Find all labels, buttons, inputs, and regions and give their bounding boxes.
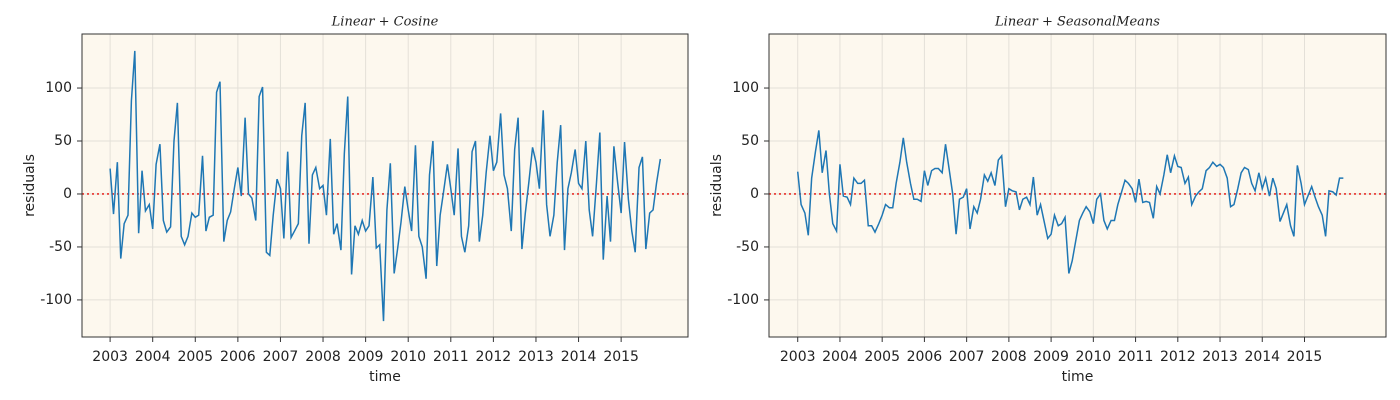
plot-frame <box>768 33 1387 338</box>
x-tick-label: 2013 <box>1202 349 1238 365</box>
y-tick-label: 50 <box>54 133 72 149</box>
x-tick-label: 2003 <box>92 349 128 365</box>
x-tick-label: 2012 <box>1160 349 1196 365</box>
y-tick-label: -100 <box>40 292 72 308</box>
data-line <box>109 50 662 322</box>
x-axis-label: time <box>369 369 401 385</box>
y-tick-label: 100 <box>732 80 759 96</box>
x-tick-label: 2008 <box>991 349 1027 365</box>
chart: -100 -50 0 50 100 2003 2004 2005 2006 2007 2008 200… <box>709 15 1387 385</box>
x-axis-label: time <box>1062 369 1094 385</box>
x-tick-label: 2005 <box>864 349 900 365</box>
y-tick-label: -100 <box>727 292 759 308</box>
x-tick-label: 2011 <box>1118 349 1154 365</box>
y-tick-label: 0 <box>750 186 759 202</box>
x-tick-label: 2014 <box>1244 349 1280 365</box>
y-tick-label: 100 <box>45 80 72 96</box>
x-tick-label: 2009 <box>348 349 384 365</box>
x-tick-label: 2005 <box>177 349 213 365</box>
x-tick-label: 2008 <box>305 349 341 365</box>
x-tick-label: 2003 <box>780 349 816 365</box>
x-tick-label: 2007 <box>949 349 985 365</box>
chart: -100 -50 0 50 100 2003 2004 2005 2006 2007 2008 200… <box>22 15 689 385</box>
y-tick-label: -50 <box>49 239 72 255</box>
chart-title: Linear + SeasonalMeans <box>994 15 1160 30</box>
x-tick-label: 2015 <box>603 349 639 365</box>
plot-area <box>769 34 1386 337</box>
x-tick-label: 2004 <box>822 349 858 365</box>
x-tick-label: 2010 <box>390 349 426 365</box>
x-tick-label: 2004 <box>135 349 171 365</box>
data-line <box>796 130 1344 274</box>
x-tick-label: 2007 <box>263 349 299 365</box>
x-tick-label: 2009 <box>1033 349 1069 365</box>
y-axis-label: residuals <box>22 154 38 217</box>
x-tick-label: 2006 <box>907 349 943 365</box>
chart-title: Linear + Cosine <box>331 15 439 30</box>
y-tick-label: 0 <box>63 186 72 202</box>
x-tick-label: 2011 <box>433 349 469 365</box>
x-tick-label: 2006 <box>220 349 256 365</box>
x-tick-label: 2015 <box>1287 349 1323 365</box>
x-tick-label: 2014 <box>561 349 597 365</box>
y-axis-label: residuals <box>709 154 725 217</box>
x-tick-label: 2013 <box>518 349 554 365</box>
y-tick-label: 50 <box>741 133 759 149</box>
y-tick-label: -50 <box>736 239 759 255</box>
x-tick-label: 2012 <box>476 349 512 365</box>
plot-frame <box>81 33 689 338</box>
x-tick-label: 2010 <box>1076 349 1112 365</box>
